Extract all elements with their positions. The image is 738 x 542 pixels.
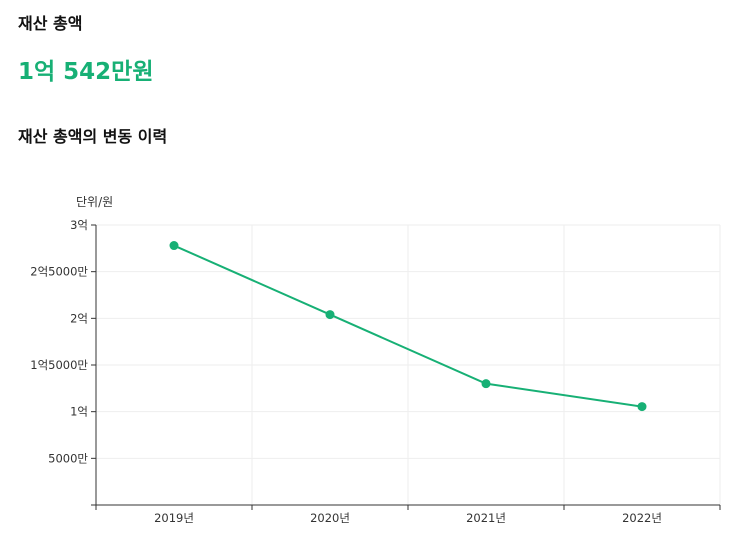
asset-total-title: 재산 총액 (18, 14, 83, 33)
data-point (169, 241, 179, 251)
tick-labels: 5000만 1억 1억5000만 2억 2억5000만 3억 2019년 2020년 2021년… (30, 218, 662, 525)
y-tick-label: 1억 (70, 405, 88, 419)
asset-total-value: 1억 542만원 (18, 59, 154, 85)
grid-lines (96, 224, 721, 505)
x-tick-label: 2019년 (154, 511, 194, 525)
asset-history-title: 재산 총액의 변동 이력 (18, 127, 168, 146)
data-point (325, 310, 335, 320)
data-point (637, 402, 647, 412)
axes (91, 224, 721, 510)
y-tick-label: 2억5000만 (30, 265, 88, 279)
y-tick-label: 5000만 (48, 451, 88, 465)
x-tick-label: 2020년 (310, 511, 350, 525)
y-tick-label: 3억 (70, 218, 88, 232)
unit-label: 단위/원 (76, 195, 113, 209)
y-tick-label: 2억 (70, 311, 88, 325)
x-tick-label: 2021년 (466, 511, 506, 525)
series-layer (169, 241, 647, 412)
data-point (481, 379, 491, 389)
x-tick-label: 2022년 (622, 511, 662, 525)
y-tick-label: 1억5000만 (30, 358, 88, 372)
series-line (173, 244, 643, 408)
